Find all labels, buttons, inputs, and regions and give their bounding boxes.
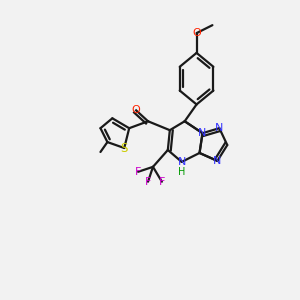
Text: O: O (132, 105, 140, 116)
Text: N: N (198, 128, 207, 138)
Text: F: F (135, 167, 141, 177)
Text: F: F (159, 177, 165, 187)
Text: N: N (215, 123, 224, 133)
Text: H: H (178, 167, 185, 177)
Text: O: O (192, 28, 201, 38)
Text: N: N (213, 156, 222, 166)
Text: F: F (145, 177, 151, 187)
Text: S: S (121, 142, 128, 154)
Text: N: N (178, 157, 186, 167)
